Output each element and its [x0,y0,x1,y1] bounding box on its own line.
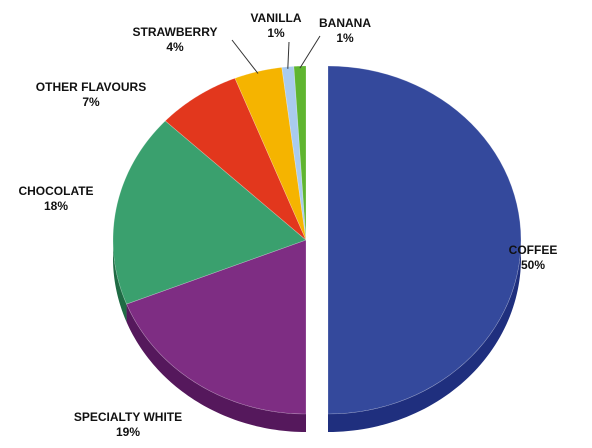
label-name: OTHER FLAVOURS [35,80,147,94]
label-pct: 4% [166,40,184,54]
label-specialty-white: SPECIALTY WHITE 19% [74,410,182,440]
label-pct: 7% [82,95,100,109]
slice-banana [293,65,307,241]
label-name: SPECIALTY WHITE [73,410,183,424]
slice-chocolate [112,120,307,305]
slice-side-chocolate [113,240,127,323]
label-strawberry: STRAWBERRY 4% [133,25,218,55]
label-banana: BANANA 1% [319,16,371,46]
label-pct: 1% [336,31,354,45]
leader-line-vanilla [287,41,290,69]
label-coffee: COFFEE 50% [509,243,558,273]
label-name: BANANA [319,16,371,30]
label-pct: 19% [115,425,141,439]
slice-specialty-white [126,239,307,415]
label-name: CHOCOLATE [18,184,94,198]
slice-other-flavours [164,77,307,241]
leader-line-banana [299,35,321,69]
label-other-flavours: OTHER FLAVOURS 7% [36,80,146,110]
slice-side-specialty-white [126,304,306,432]
label-vanilla: VANILLA 1% [250,11,301,41]
label-name: COFFEE [508,243,558,257]
label-pct: 1% [267,26,285,40]
label-name: VANILLA [250,11,302,25]
leader-line-strawberry [231,39,259,74]
slice-side-coffee [328,240,521,432]
label-name: STRAWBERRY [132,25,218,39]
slice-coffee [327,65,522,415]
label-chocolate: CHOCOLATE 18% [18,184,93,214]
label-pct: 50% [520,258,546,272]
slice-strawberry [234,67,307,241]
label-pct: 18% [43,199,69,213]
